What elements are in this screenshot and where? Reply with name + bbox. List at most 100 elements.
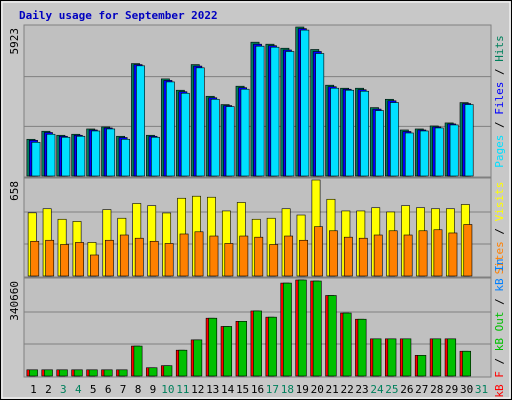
x-tick-label: 31: [475, 383, 488, 396]
bar: [463, 224, 473, 277]
x-tick-label: 5: [90, 383, 97, 396]
x-tick-label: 6: [105, 383, 112, 396]
x-tick-label: 23: [355, 383, 368, 396]
bar: [43, 369, 53, 377]
x-tick-label: 18: [281, 383, 294, 396]
bar: [297, 279, 307, 377]
legend-entry: kB Out: [493, 311, 506, 351]
bar: [225, 106, 235, 177]
bar: [210, 98, 220, 177]
y-tick-label: 658: [8, 181, 21, 201]
bar: [284, 235, 294, 277]
bar: [434, 127, 444, 177]
bar: [223, 326, 233, 377]
bar: [419, 130, 429, 177]
x-tick-label: 28: [430, 383, 443, 396]
bar: [45, 239, 55, 277]
bar: [60, 244, 69, 277]
series-legend: kB F / kB Out / kB In: [493, 258, 506, 397]
x-tick-label: 12: [191, 383, 204, 396]
series-legend: Sites / Visits: [493, 182, 506, 275]
bar: [342, 312, 352, 377]
x-tick-label: 19: [296, 383, 309, 396]
bar: [104, 239, 114, 277]
x-tick-label: 10: [161, 383, 174, 396]
x-tick-label: 22: [340, 383, 353, 396]
bar: [285, 51, 295, 177]
bar: [402, 338, 412, 377]
bar: [404, 132, 414, 177]
bar: [299, 239, 308, 277]
x-tick-label: 1: [30, 383, 37, 396]
bar: [255, 45, 265, 177]
bar: [239, 235, 249, 277]
legend-separator: /: [493, 221, 506, 241]
legend-entry: kB In: [493, 258, 506, 291]
bar: [193, 339, 203, 377]
bar: [270, 46, 280, 177]
bar: [269, 244, 279, 277]
bar: [91, 130, 101, 177]
x-tick-label: 13: [206, 383, 219, 396]
bar: [121, 138, 130, 177]
bar: [357, 318, 367, 377]
bar: [133, 345, 143, 377]
x-tick-label: 21: [326, 383, 339, 396]
bar: [134, 237, 144, 277]
bar: [464, 104, 474, 177]
bar: [360, 90, 369, 177]
x-tick-label: 9: [150, 383, 157, 396]
x-tick-label: 30: [460, 383, 473, 396]
bar: [345, 89, 355, 177]
bar: [195, 67, 205, 177]
x-tick-label: 7: [120, 383, 127, 396]
bar: [88, 369, 98, 377]
bar: [403, 234, 413, 277]
x-tick-label: 24: [370, 383, 384, 396]
bar: [31, 141, 41, 177]
bar: [209, 235, 219, 277]
chart-title: Daily usage for September 2022: [19, 9, 218, 22]
bar: [119, 234, 129, 277]
x-tick-label: 16: [251, 383, 264, 396]
bar: [282, 282, 292, 377]
bar: [449, 124, 459, 177]
bar: [164, 243, 174, 277]
x-tick-label: 27: [415, 383, 428, 396]
bar: [418, 230, 428, 277]
x-tick-label: 3: [60, 383, 67, 396]
legend-separator: /: [493, 115, 506, 135]
bar: [358, 237, 368, 277]
bar: [329, 230, 338, 277]
bar: [314, 226, 323, 277]
y-tick-label: 5923: [8, 28, 21, 55]
x-tick-label: 25: [385, 383, 398, 396]
bar: [373, 234, 383, 277]
bar: [390, 102, 399, 177]
bar: [387, 338, 397, 377]
bar: [46, 133, 56, 177]
bar: [268, 316, 277, 377]
bar: [253, 310, 262, 377]
bar: [254, 236, 264, 277]
legend-entry: Hits: [493, 35, 506, 62]
bar: [29, 369, 38, 377]
series-legend: Pages / Files / Hits: [493, 35, 506, 168]
x-tick-label: 20: [311, 383, 324, 396]
bar: [179, 233, 189, 277]
legend-entry: Visits: [493, 182, 506, 222]
bar: [327, 295, 337, 377]
bar: [312, 280, 322, 377]
bar: [165, 81, 175, 177]
bar: [73, 369, 83, 377]
bar: [106, 128, 116, 177]
x-tick-label: 4: [75, 383, 82, 396]
legend-entry: Pages: [493, 135, 506, 168]
bar: [330, 87, 340, 177]
bar: [194, 231, 204, 277]
x-tick-label: 8: [135, 383, 142, 396]
bar: [462, 350, 472, 377]
x-tick-label: 29: [445, 383, 458, 396]
